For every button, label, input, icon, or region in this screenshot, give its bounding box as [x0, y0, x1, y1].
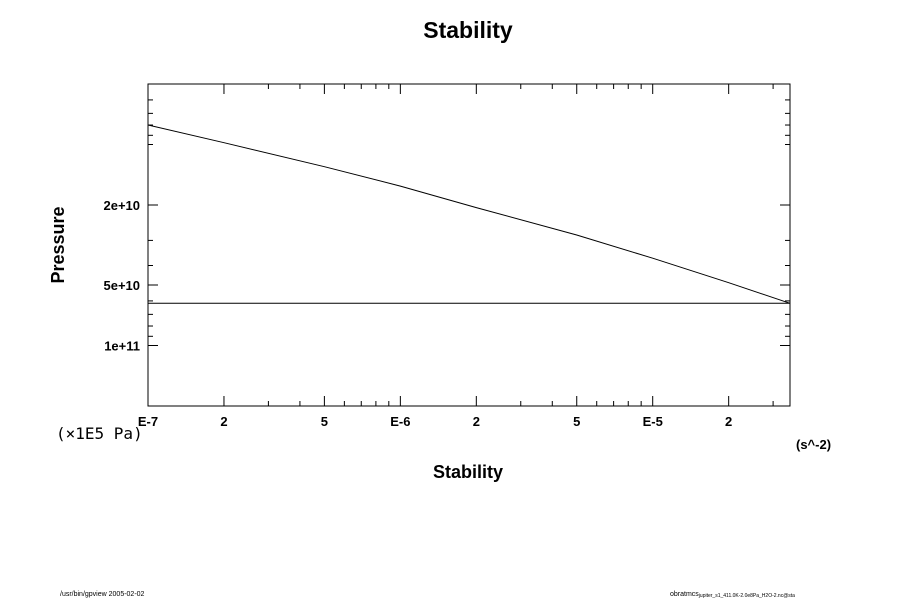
- x-tick-label: 5: [321, 414, 328, 429]
- x-tick-label: E-6: [390, 414, 410, 429]
- y-tick-label: 2e+10: [103, 198, 140, 213]
- y-axis-tick-labels: 2e+10 5e+10 1e+11: [103, 198, 140, 353]
- chart-title: Stability: [423, 17, 513, 43]
- x-tick-label: 2: [725, 414, 732, 429]
- x-tick-label: 2: [473, 414, 480, 429]
- series-line-1: [147, 124, 791, 304]
- x-tick-label: E-5: [643, 414, 663, 429]
- y-axis-unit: (×1E5 Pa): [56, 424, 143, 443]
- footer-right-main: obratmcs: [670, 591, 699, 598]
- series-layer: [147, 124, 791, 304]
- footer-left: /usr/bin/gpview 2005-02-02: [60, 591, 145, 598]
- x-axis-unit: (s^-2): [796, 437, 831, 452]
- x-axis-ticks: [147, 84, 774, 406]
- x-tick-label: 2: [220, 414, 227, 429]
- y-axis-label: Pressure: [48, 206, 68, 283]
- x-tick-label: E-7: [138, 414, 158, 429]
- x-axis-label: Stability: [433, 462, 503, 482]
- x-tick-label: 5: [573, 414, 580, 429]
- y-tick-label: 1e+11: [104, 338, 140, 353]
- y-tick-label: 5e+10: [103, 278, 140, 293]
- x-axis-tick-labels: E-7 2 5 E-6 2 5 E-5 2: [138, 414, 732, 429]
- footer-right: obratmcsjupiter_s1_411.0K-2.0e8Pa_H2O-2.…: [670, 591, 795, 599]
- plot-frame: [147, 83, 791, 407]
- y-axis-ticks: [148, 83, 790, 407]
- footer-right-sub: jupiter_s1_411.0K-2.0e8Pa_H2O-2.nc@sta: [698, 593, 795, 599]
